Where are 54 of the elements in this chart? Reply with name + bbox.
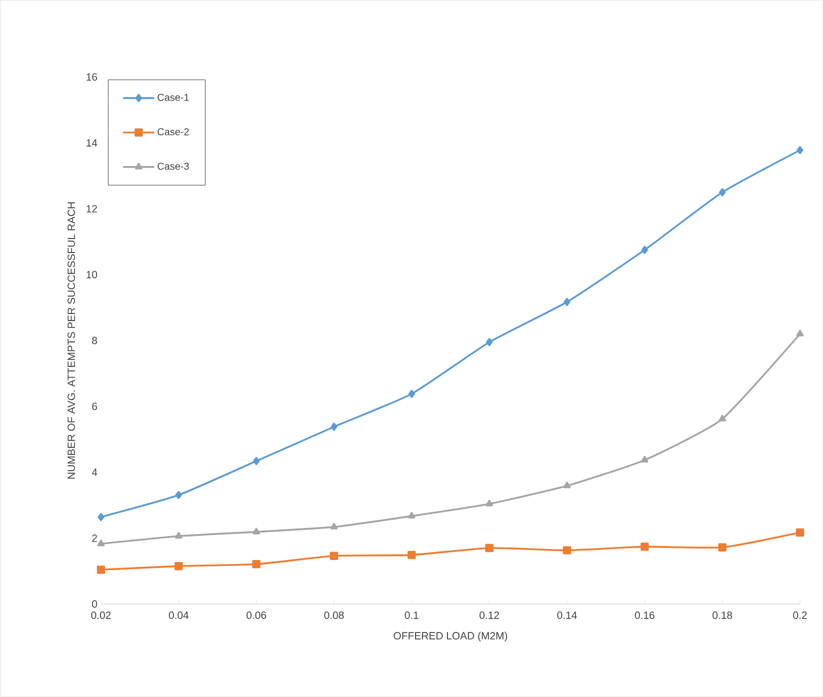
point: [174, 532, 182, 539]
point: [330, 522, 338, 530]
point: [641, 456, 648, 463]
point: [330, 422, 338, 431]
x-tick-label: 0.04: [168, 612, 189, 619]
point: [796, 146, 804, 154]
x-tick-label: 0.08: [324, 612, 344, 619]
point: [97, 540, 105, 546]
point: [718, 543, 726, 552]
y-tick-label: 6: [92, 402, 98, 410]
point: [175, 490, 182, 500]
point: [98, 512, 104, 522]
point: [408, 512, 416, 519]
x-tick-label: 0.02: [91, 612, 111, 619]
point: [718, 414, 726, 422]
point: [252, 528, 260, 534]
point: [174, 562, 183, 570]
legend-label: Case-2: [158, 128, 189, 136]
x-tick-label: 0.06: [246, 612, 266, 619]
point: [253, 456, 260, 466]
point: [252, 560, 260, 568]
point: [719, 188, 726, 196]
x-tick-label: 0.18: [712, 612, 732, 619]
y-tick-label: 8: [92, 336, 98, 344]
y-tick-label: 4: [92, 468, 98, 476]
point: [408, 390, 415, 398]
y-axis-title: NUMBER OF AVG. ATTEMPTS PER SUCCESSFUL RACH: [68, 202, 76, 479]
point: [796, 330, 804, 336]
point: [562, 546, 572, 554]
legend-label: Case-3: [158, 162, 189, 170]
point: [486, 500, 494, 506]
point: [796, 528, 804, 537]
point: [408, 550, 416, 560]
point: [96, 566, 106, 574]
point: [640, 542, 649, 551]
point: [563, 482, 571, 488]
x-tick-label: 0.14: [557, 612, 577, 619]
y-tick-label: 12: [86, 205, 97, 212]
point: [641, 246, 648, 254]
y-tick-label: 14: [86, 139, 98, 146]
point: [485, 544, 494, 552]
x-axis-title: OFFERED LOAD (M2M): [394, 632, 508, 642]
x-tick-label: 0.12: [480, 612, 499, 619]
legend-label: Case-1: [158, 94, 189, 101]
point: [330, 552, 338, 560]
x-tick-label: 0.1: [404, 612, 418, 619]
x-tick-label: 0.2: [793, 612, 807, 619]
y-tick-label: 10: [86, 270, 98, 278]
y-tick-label: 0: [92, 600, 98, 608]
y-tick-label: 2: [92, 534, 97, 542]
point: [564, 298, 570, 306]
point: [486, 338, 493, 346]
x-tick-label: 0.16: [634, 612, 654, 619]
y-tick-label: 16: [86, 73, 98, 81]
